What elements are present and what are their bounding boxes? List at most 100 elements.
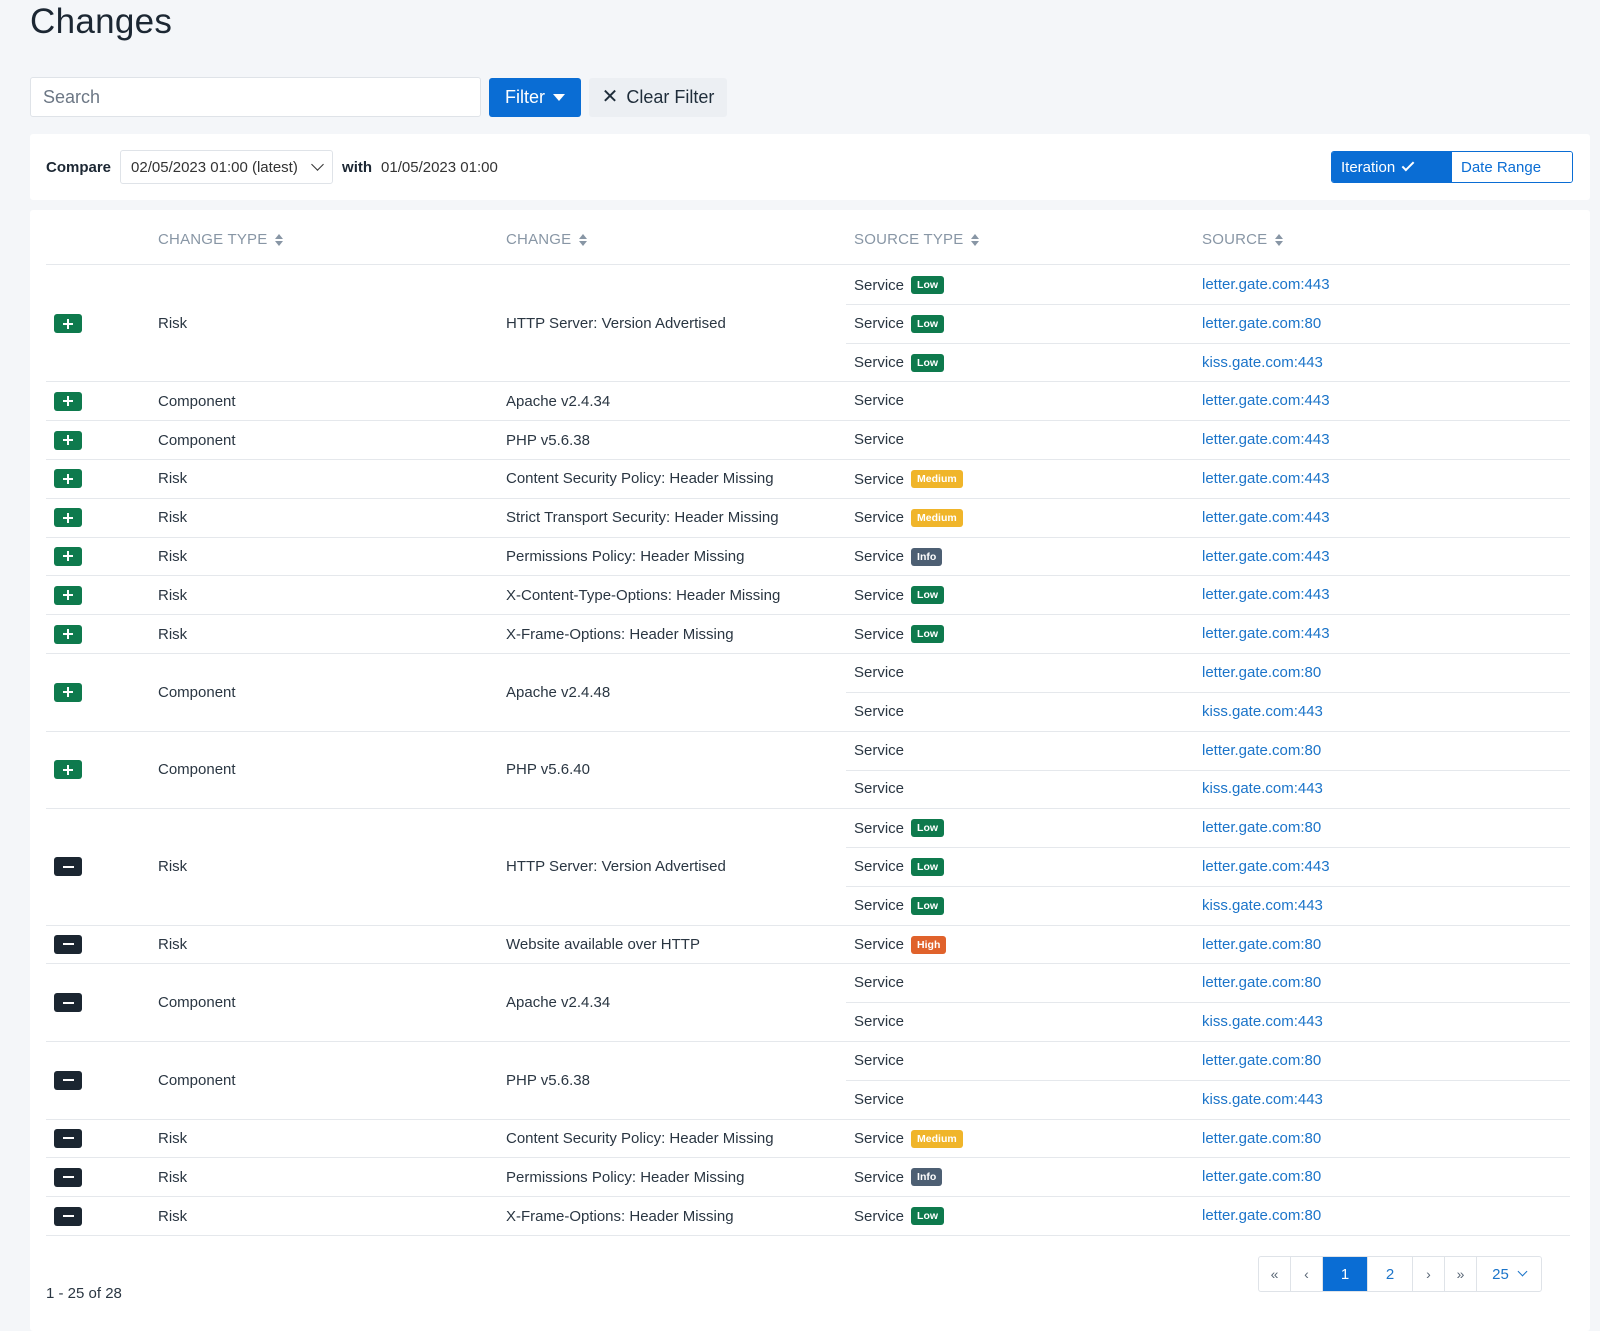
change-cell: Strict Transport Security: Header Missin… bbox=[506, 509, 779, 527]
severity-badge: Low bbox=[911, 314, 945, 333]
source-subrow: Service Low letter.gate.com:443 bbox=[846, 576, 1570, 615]
column-header-change[interactable]: CHANGE bbox=[506, 231, 588, 248]
page-button-2[interactable]: 2 bbox=[1368, 1257, 1413, 1291]
page-size-select[interactable]: 25 bbox=[1477, 1257, 1541, 1291]
search-input[interactable] bbox=[30, 77, 481, 117]
column-header-change-type[interactable]: CHANGE TYPE bbox=[158, 231, 284, 248]
clear-filter-button[interactable]: ✕ Clear Filter bbox=[589, 77, 727, 117]
source-type-cell: Service bbox=[854, 742, 904, 759]
source-link[interactable]: letter.gate.com:80 bbox=[1202, 1207, 1322, 1225]
source-link[interactable]: letter.gate.com:443 bbox=[1202, 625, 1330, 643]
change-cell: Apache v2.4.34 bbox=[506, 392, 611, 410]
plus-icon bbox=[63, 590, 73, 601]
source-type-cell: Service Medium bbox=[854, 508, 963, 527]
last-page-button[interactable]: » bbox=[1445, 1257, 1477, 1291]
source-link[interactable]: letter.gate.com:80 bbox=[1202, 314, 1322, 332]
severity-badge: Medium bbox=[911, 1129, 963, 1148]
source-type-cell: Service bbox=[854, 392, 904, 409]
column-header-label: SOURCE TYPE bbox=[854, 231, 964, 248]
change-type-cell: Component bbox=[158, 392, 236, 410]
source-link[interactable]: letter.gate.com:80 bbox=[1202, 819, 1322, 837]
source-link[interactable]: letter.gate.com:80 bbox=[1202, 935, 1322, 953]
source-link[interactable]: letter.gate.com:80 bbox=[1202, 974, 1322, 992]
caret-down-icon bbox=[553, 93, 565, 101]
source-link[interactable]: letter.gate.com:443 bbox=[1202, 508, 1330, 526]
change-cell: Website available over HTTP bbox=[506, 935, 700, 953]
change-cell: PHP v5.6.40 bbox=[506, 761, 590, 779]
source-subrow: Service Medium letter.gate.com:443 bbox=[846, 460, 1570, 499]
source-type-text: Service bbox=[854, 548, 905, 566]
column-header-source[interactable]: SOURCE bbox=[1202, 231, 1284, 248]
changes-table: CHANGE TYPE CHANGE SOURCE TYPE SOURCE Ri… bbox=[30, 210, 1590, 1331]
sort-icon bbox=[1275, 233, 1284, 246]
minus-icon bbox=[62, 1079, 74, 1082]
source-link[interactable]: kiss.gate.com:443 bbox=[1202, 896, 1323, 914]
source-link[interactable]: kiss.gate.com:443 bbox=[1202, 780, 1323, 798]
chevron-down-icon bbox=[311, 158, 324, 171]
source-type-text: Service bbox=[854, 1168, 905, 1186]
source-subrow: Service Low letter.gate.com:80 bbox=[846, 809, 1570, 849]
source-type-text: Service bbox=[854, 819, 905, 837]
removed-badge bbox=[54, 1128, 82, 1148]
source-link[interactable]: letter.gate.com:80 bbox=[1202, 741, 1322, 759]
source-type-cell: Service bbox=[854, 974, 904, 991]
change-type-cell: Risk bbox=[158, 470, 188, 488]
source-type-cell: Service Info bbox=[854, 547, 943, 566]
minus-icon bbox=[62, 1001, 74, 1004]
source-link[interactable]: letter.gate.com:443 bbox=[1202, 276, 1330, 293]
source-link[interactable]: letter.gate.com:80 bbox=[1202, 1052, 1322, 1069]
filter-button[interactable]: Filter bbox=[489, 77, 581, 117]
removed-badge bbox=[54, 857, 82, 877]
chevron-down-icon bbox=[1517, 1266, 1528, 1277]
page-button-1[interactable]: 1 bbox=[1323, 1257, 1368, 1291]
iteration-toggle-button[interactable]: Iteration bbox=[1332, 152, 1452, 182]
source-link[interactable]: letter.gate.com:80 bbox=[1202, 1168, 1322, 1186]
prev-page-button[interactable]: ‹ bbox=[1291, 1257, 1323, 1291]
source-type-text: Service bbox=[854, 1052, 905, 1069]
source-subrow: Service kiss.gate.com:443 bbox=[846, 693, 1570, 732]
column-header-label: CHANGE bbox=[506, 231, 572, 248]
date-range-toggle-button[interactable]: Date Range bbox=[1452, 152, 1572, 182]
first-page-button[interactable]: « bbox=[1259, 1257, 1291, 1291]
next-page-button[interactable]: › bbox=[1413, 1257, 1445, 1291]
page-title: Changes bbox=[30, 2, 173, 41]
plus-icon bbox=[63, 764, 73, 775]
source-type-cell: Service bbox=[854, 703, 904, 720]
column-header-source-type[interactable]: SOURCE TYPE bbox=[854, 231, 980, 248]
source-type-cell: Service Medium bbox=[854, 470, 963, 488]
pagination-range: 1 - 25 of 28 bbox=[46, 1285, 122, 1302]
source-type-text: Service bbox=[854, 625, 905, 643]
plus-icon bbox=[63, 318, 73, 329]
compare-select[interactable]: 02/05/2023 01:00 (latest) bbox=[120, 150, 334, 184]
source-link[interactable]: kiss.gate.com:443 bbox=[1202, 702, 1323, 720]
table-row: Component PHP v5.6.38 Service letter.gate.c… bbox=[46, 1042, 1570, 1120]
change-type-cell: Risk bbox=[158, 1207, 188, 1225]
source-link[interactable]: kiss.gate.com:443 bbox=[1202, 1013, 1323, 1031]
change-cell: Apache v2.4.48 bbox=[506, 683, 611, 701]
source-type-text: Service bbox=[854, 936, 905, 954]
source-type-text: Service bbox=[854, 392, 905, 410]
source-link[interactable]: letter.gate.com:443 bbox=[1202, 586, 1330, 604]
source-subrow: Service kiss.gate.com:443 bbox=[846, 770, 1570, 809]
source-type-cell: Service Low bbox=[854, 1207, 945, 1226]
source-link[interactable]: letter.gate.com:443 bbox=[1202, 857, 1330, 875]
source-link[interactable]: kiss.gate.com:443 bbox=[1202, 353, 1323, 371]
source-link[interactable]: letter.gate.com:80 bbox=[1202, 1129, 1322, 1147]
filter-button-label: Filter bbox=[505, 86, 545, 107]
source-link[interactable]: kiss.gate.com:443 bbox=[1202, 1090, 1323, 1108]
change-type-cell: Component bbox=[158, 1071, 236, 1089]
source-link[interactable]: letter.gate.com:443 bbox=[1202, 431, 1330, 449]
source-type-cell: Service bbox=[854, 1091, 904, 1108]
severity-badge: Medium bbox=[911, 508, 963, 527]
minus-icon bbox=[62, 943, 74, 946]
source-subrow: Service Low letter.gate.com:443 bbox=[846, 615, 1570, 654]
change-type-cell: Component bbox=[158, 994, 236, 1012]
source-link[interactable]: letter.gate.com:443 bbox=[1202, 547, 1330, 565]
source-link[interactable]: letter.gate.com:443 bbox=[1202, 470, 1330, 487]
source-link[interactable]: letter.gate.com:80 bbox=[1202, 664, 1322, 681]
plus-icon bbox=[63, 512, 73, 523]
source-link[interactable]: letter.gate.com:443 bbox=[1202, 392, 1330, 410]
severity-badge: Low bbox=[911, 353, 945, 372]
source-type-text: Service bbox=[854, 1090, 905, 1108]
minus-icon bbox=[62, 865, 74, 868]
